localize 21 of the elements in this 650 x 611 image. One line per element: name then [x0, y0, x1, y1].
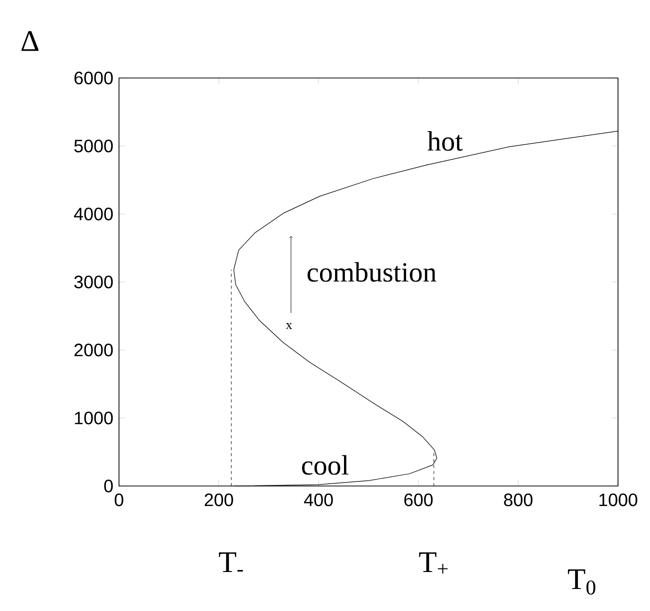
ref-line-label: T$_{-}$	[218, 552, 243, 572]
x-tick-label: 200	[204, 494, 234, 506]
x-tick-label: 800	[504, 494, 532, 506]
y-axis-title: Δ	[22, 31, 38, 51]
x-tick-label: 600	[404, 494, 433, 506]
y-tick-label: 1000	[74, 412, 113, 424]
x-tick-label: 400	[304, 494, 333, 506]
y-tick-label: 6000	[74, 72, 113, 84]
x-axis-title: T$_{0}$	[568, 569, 596, 595]
annotation: combustion	[308, 262, 436, 282]
annotation: x	[286, 323, 292, 329]
x-tick-label: 1000	[599, 494, 638, 506]
y-tick-label: 4000	[74, 208, 113, 220]
y-tick-label: 2000	[74, 344, 113, 356]
y-tick-label: 5000	[74, 140, 113, 152]
y-tick-label: 0	[104, 480, 113, 492]
annotation: hot	[427, 131, 463, 151]
y-tick-label: 3000	[74, 276, 113, 288]
annotation: cool	[302, 455, 348, 475]
x-tick-label: 0	[114, 494, 124, 506]
ref-line-label: T$_{+}$	[419, 552, 448, 574]
